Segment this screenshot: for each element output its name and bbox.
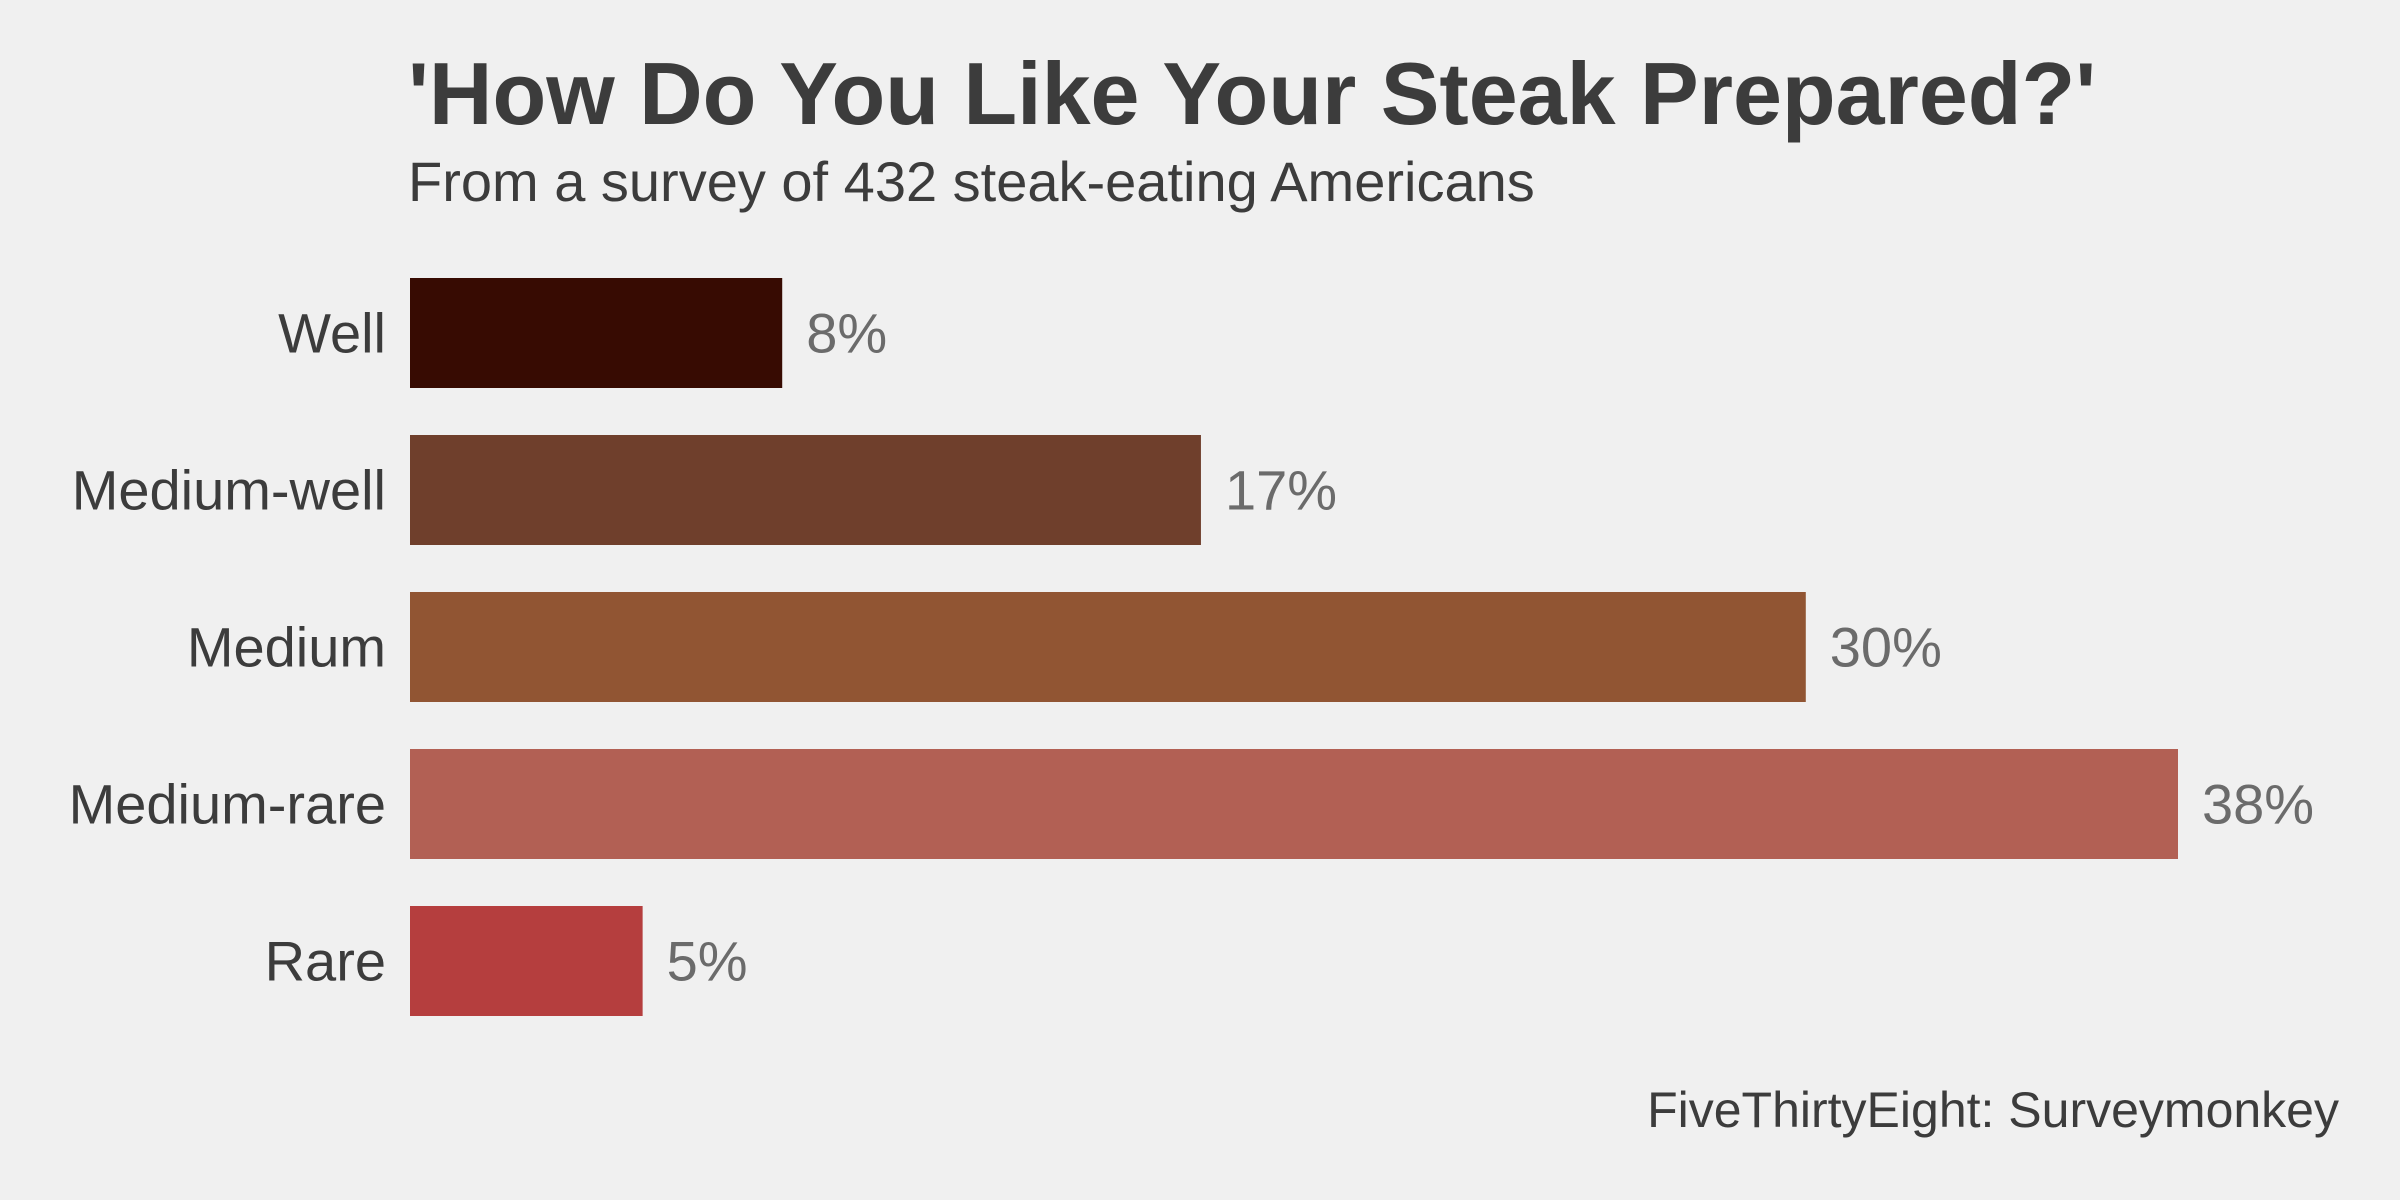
category-label: Well — [278, 302, 386, 365]
bar-medium — [410, 592, 1806, 702]
category-label: Medium — [187, 616, 386, 679]
value-label: 17% — [1225, 459, 1337, 522]
bar-medium-well — [410, 435, 1201, 545]
value-label: 5% — [667, 930, 748, 993]
bar-rare — [410, 906, 643, 1016]
value-label: 30% — [1830, 616, 1942, 679]
value-label: 38% — [2202, 773, 2314, 836]
chart-caption: FiveThirtyEight: Surveymonkey — [1647, 1082, 2339, 1138]
value-label: 8% — [806, 302, 887, 365]
category-label: Medium-rare — [69, 773, 386, 836]
chart-title: 'How Do You Like Your Steak Prepared?' — [408, 44, 2097, 143]
category-label: Rare — [265, 930, 386, 993]
bar-medium-rare — [410, 749, 2178, 859]
chart-subtitle: From a survey of 432 steak-eating Americ… — [408, 150, 1535, 213]
category-label: Medium-well — [72, 459, 386, 522]
bar-well — [410, 278, 783, 388]
